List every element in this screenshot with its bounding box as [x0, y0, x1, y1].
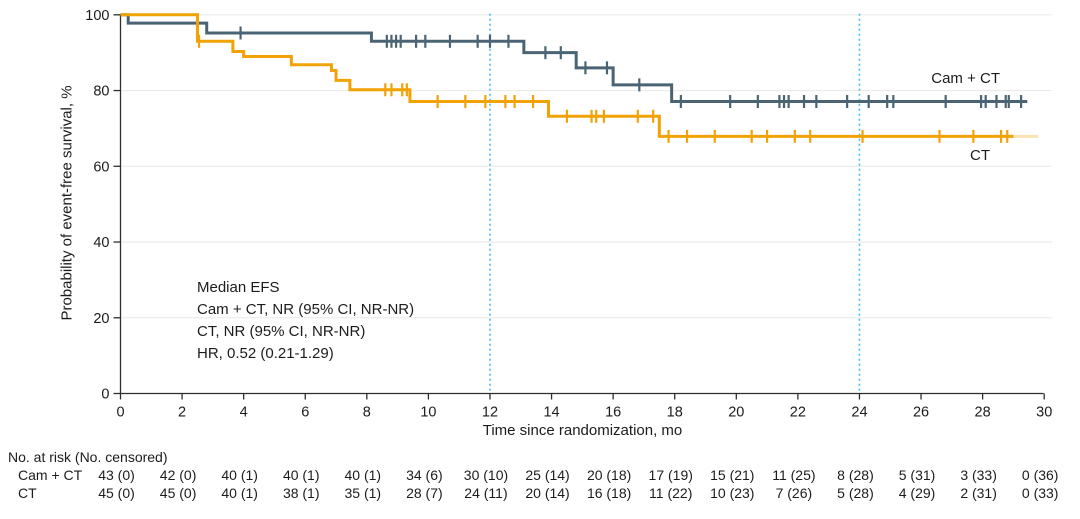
- risk-cell-ct-20mo: 10 (23): [710, 485, 755, 501]
- risk-cell-cam-ct-0mo: 43 (0): [98, 467, 135, 483]
- risk-row-label-ct: CT: [18, 485, 37, 501]
- x-tick-label: 16: [605, 405, 621, 421]
- risk-cell-ct-2mo: 45 (0): [159, 485, 197, 501]
- x-tick-label: 4: [240, 405, 248, 421]
- risk-cell-cam-ct-4mo: 40 (1): [221, 467, 258, 483]
- risk-cell-ct-26mo: 4 (29): [898, 485, 936, 501]
- risk-table-header: No. at risk (No. censored): [8, 449, 168, 465]
- risk-cell-ct-4mo: 40 (1): [221, 485, 258, 501]
- risk-cell-cam-ct-10mo: 34 (6): [406, 467, 443, 483]
- risk-cell-ct-8mo: 35 (1): [344, 485, 382, 501]
- y-tick-label: 60: [93, 159, 109, 175]
- risk-cell-ct-6mo: 38 (1): [282, 485, 320, 501]
- x-tick-label: 18: [667, 405, 683, 421]
- x-tick-label: 26: [913, 405, 929, 421]
- x-axis-title: Time since randomization, mo: [482, 422, 683, 439]
- annotation-title: Median EFS: [197, 279, 280, 296]
- x-tick-label: 20: [728, 405, 744, 421]
- series-label-ct: CT: [970, 147, 990, 164]
- x-tick-label: 10: [420, 405, 436, 421]
- risk-cell-cam-ct-12mo: 30 (10): [463, 467, 509, 483]
- risk-cell-cam-ct-24mo: 8 (28): [837, 467, 874, 483]
- x-tick-label: 6: [301, 405, 309, 421]
- x-tick-label: 8: [363, 405, 371, 421]
- risk-cell-cam-ct-26mo: 5 (31): [898, 467, 936, 483]
- x-tick-label: 28: [975, 405, 991, 421]
- risk-cell-cam-ct-14mo: 25 (14): [525, 467, 570, 483]
- risk-cell-ct-28mo: 2 (31): [960, 485, 997, 501]
- risk-cell-cam-ct-28mo: 3 (33): [960, 467, 997, 483]
- y-tick-label: 80: [93, 84, 109, 100]
- km-series-cam-ct: [120, 13, 1028, 109]
- risk-cell-cam-ct-6mo: 40 (1): [282, 467, 320, 483]
- x-tick-label: 22: [790, 405, 806, 421]
- x-tick-label: 30: [1036, 405, 1052, 421]
- risk-cell-ct-0mo: 45 (0): [98, 485, 135, 501]
- y-tick-label: 100: [85, 8, 109, 24]
- risk-cell-cam-ct-18mo: 17 (19): [648, 467, 693, 483]
- risk-row-label-cam-ct: Cam + CT: [18, 467, 83, 483]
- annotation-hazard-ratio: HR, 0.52 (0.21-1.29): [197, 345, 334, 362]
- risk-cell-ct-22mo: 7 (26): [775, 485, 813, 501]
- x-tick-label: 24: [851, 405, 867, 421]
- x-tick-label: 12: [482, 405, 498, 421]
- risk-cell-ct-30mo: 0 (33): [1021, 485, 1059, 501]
- y-tick-label: 0: [101, 387, 109, 403]
- x-tick-label: 2: [178, 405, 186, 421]
- x-tick-label: 14: [543, 405, 559, 421]
- risk-cell-cam-ct-22mo: 11 (25): [772, 467, 816, 483]
- annotation-cam-ct-median: Cam + CT, NR (95% CI, NR-NR): [197, 301, 415, 318]
- risk-cell-ct-10mo: 28 (7): [406, 485, 443, 501]
- km-series-ct: [120, 13, 1039, 143]
- km-curve-ct: [120, 13, 1014, 138]
- risk-cell-ct-12mo: 24 (11): [464, 485, 508, 501]
- risk-cell-cam-ct-16mo: 20 (18): [586, 467, 632, 483]
- risk-cell-ct-18mo: 11 (22): [649, 485, 693, 501]
- x-tick-label: 0: [116, 405, 124, 421]
- y-tick-label: 20: [93, 311, 109, 327]
- risk-cell-cam-ct-8mo: 40 (1): [344, 467, 382, 483]
- risk-cell-ct-14mo: 20 (14): [525, 485, 570, 501]
- annotation-ct-median: CT, NR (95% CI, NR-NR): [197, 323, 366, 340]
- risk-cell-cam-ct-20mo: 15 (21): [710, 467, 755, 483]
- risk-cell-ct-16mo: 16 (18): [586, 485, 632, 501]
- km-curve-cam-ct: [120, 13, 1028, 104]
- series-label-cam-ct: Cam + CT: [931, 70, 1000, 87]
- y-axis-title: Probability of event-free survival, %: [58, 85, 76, 321]
- median-efs-annotation: Median EFS Cam + CT, NR (95% CI, NR-NR) …: [197, 277, 414, 365]
- gridlines: [120, 14, 1052, 319]
- risk-cell-ct-24mo: 5 (28): [837, 485, 874, 501]
- risk-cell-cam-ct-2mo: 42 (0): [159, 467, 197, 483]
- y-tick-label: 40: [93, 235, 109, 251]
- risk-cell-cam-ct-30mo: 0 (36): [1021, 467, 1059, 483]
